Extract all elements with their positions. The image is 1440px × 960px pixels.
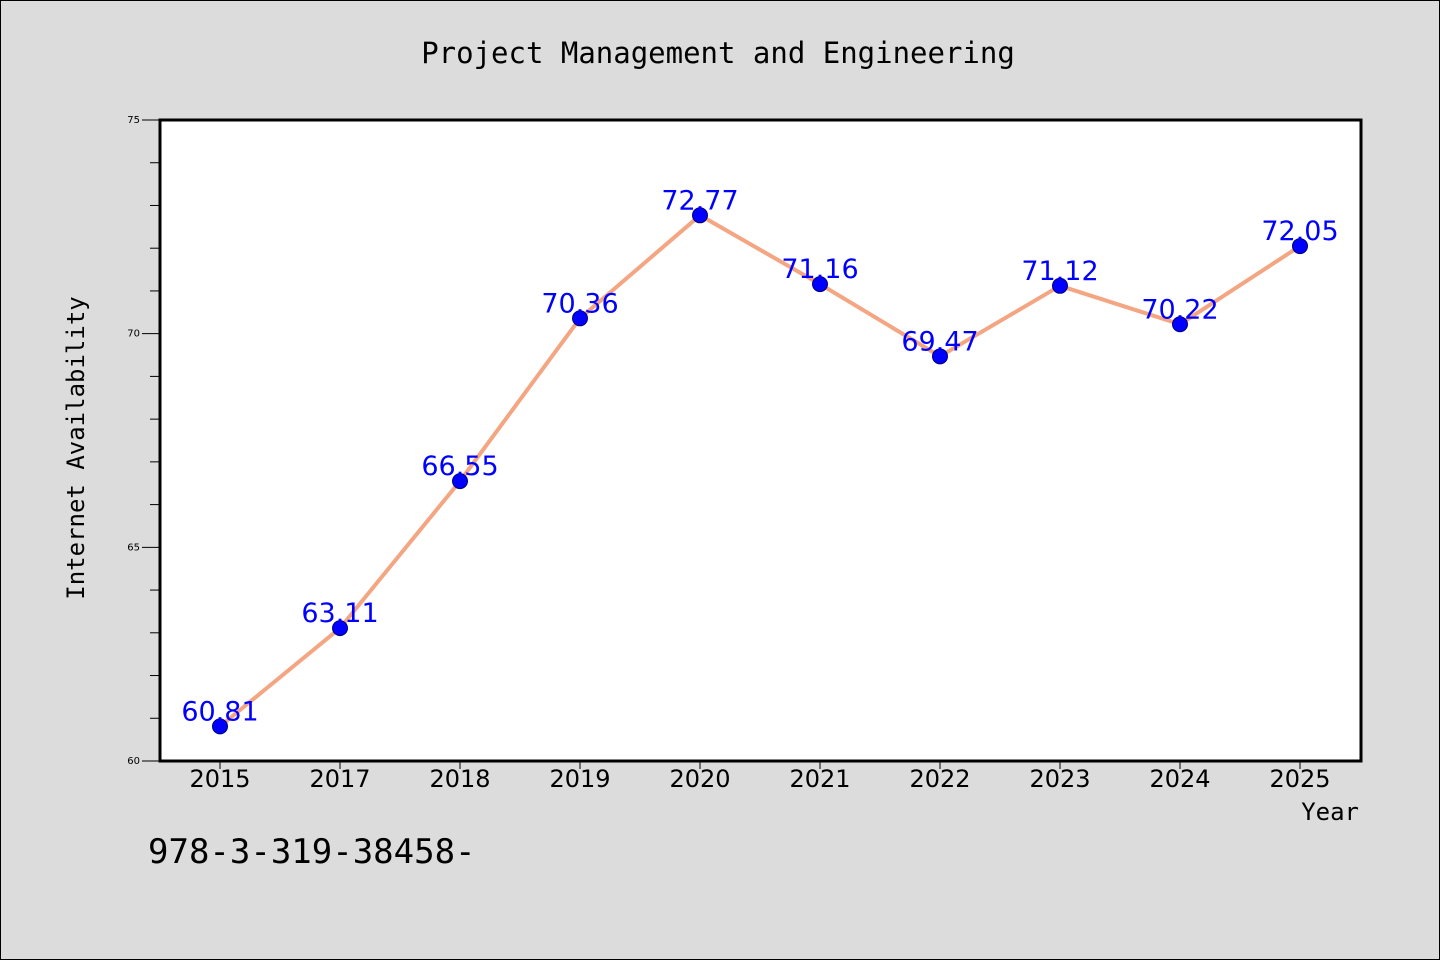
y-axis-ticks: 60 65 70 75 (127, 115, 160, 767)
data-point-marker (212, 718, 228, 735)
data-point-marker (1172, 316, 1188, 333)
series-line (218, 213, 1302, 728)
data-label: 72.05 (1261, 216, 1338, 247)
y-tick-label: 60 (127, 756, 140, 767)
data-point-marker (812, 276, 828, 293)
data-label: 63.11 (301, 598, 378, 629)
x-tick-label: 2023 (1029, 765, 1090, 793)
x-tick-label: 2019 (549, 765, 610, 793)
plot-area (160, 120, 1361, 761)
data-label: 70.36 (541, 288, 618, 319)
x-axis-label: Year (1301, 798, 1359, 826)
data-label: 70.22 (1141, 294, 1218, 325)
data-point-marker (452, 473, 468, 490)
data-point-marker (1052, 277, 1068, 294)
plot-frame (158, 118, 1363, 763)
x-tick-label: 2015 (189, 765, 250, 793)
data-label: 72.77 (661, 185, 738, 216)
chart-title: Project Management and Engineering (421, 36, 1015, 70)
x-tick-label: 2025 (1269, 765, 1330, 793)
x-tick-label: 2021 (789, 765, 850, 793)
data-label-layer: 60.81 63.11 66.55 70.36 72.77 71.16 69.47 71.12… (181, 185, 1338, 727)
x-tick-label: 2017 (309, 765, 370, 793)
data-point-marker (932, 348, 948, 365)
x-axis-ticks: 2015 2017 2018 2019 2020 2021 2022 2023 2024 2025 (189, 761, 1331, 793)
y-axis-label: Internet Availability (62, 296, 90, 599)
data-label: 66.55 (421, 451, 498, 482)
data-point-marker (332, 620, 348, 637)
isbn-footer-text: 978-3-319-38458- (148, 832, 476, 872)
y-tick-label: 65 (127, 542, 140, 553)
x-tick-label: 2018 (429, 765, 490, 793)
series-layer (212, 207, 1308, 735)
data-point-marker (692, 207, 708, 224)
x-tick-label: 2022 (909, 765, 970, 793)
data-label: 71.16 (781, 254, 858, 285)
data-label: 71.12 (1021, 256, 1098, 287)
y-tick-label: 70 (127, 329, 140, 340)
x-tick-label: 2020 (669, 765, 730, 793)
y-tick-label: 75 (127, 115, 140, 126)
data-label: 69.47 (901, 326, 978, 357)
data-point-marker (572, 310, 588, 327)
data-point-marker (1292, 238, 1308, 255)
data-label: 60.81 (181, 696, 258, 727)
x-tick-label: 2024 (1149, 765, 1210, 793)
